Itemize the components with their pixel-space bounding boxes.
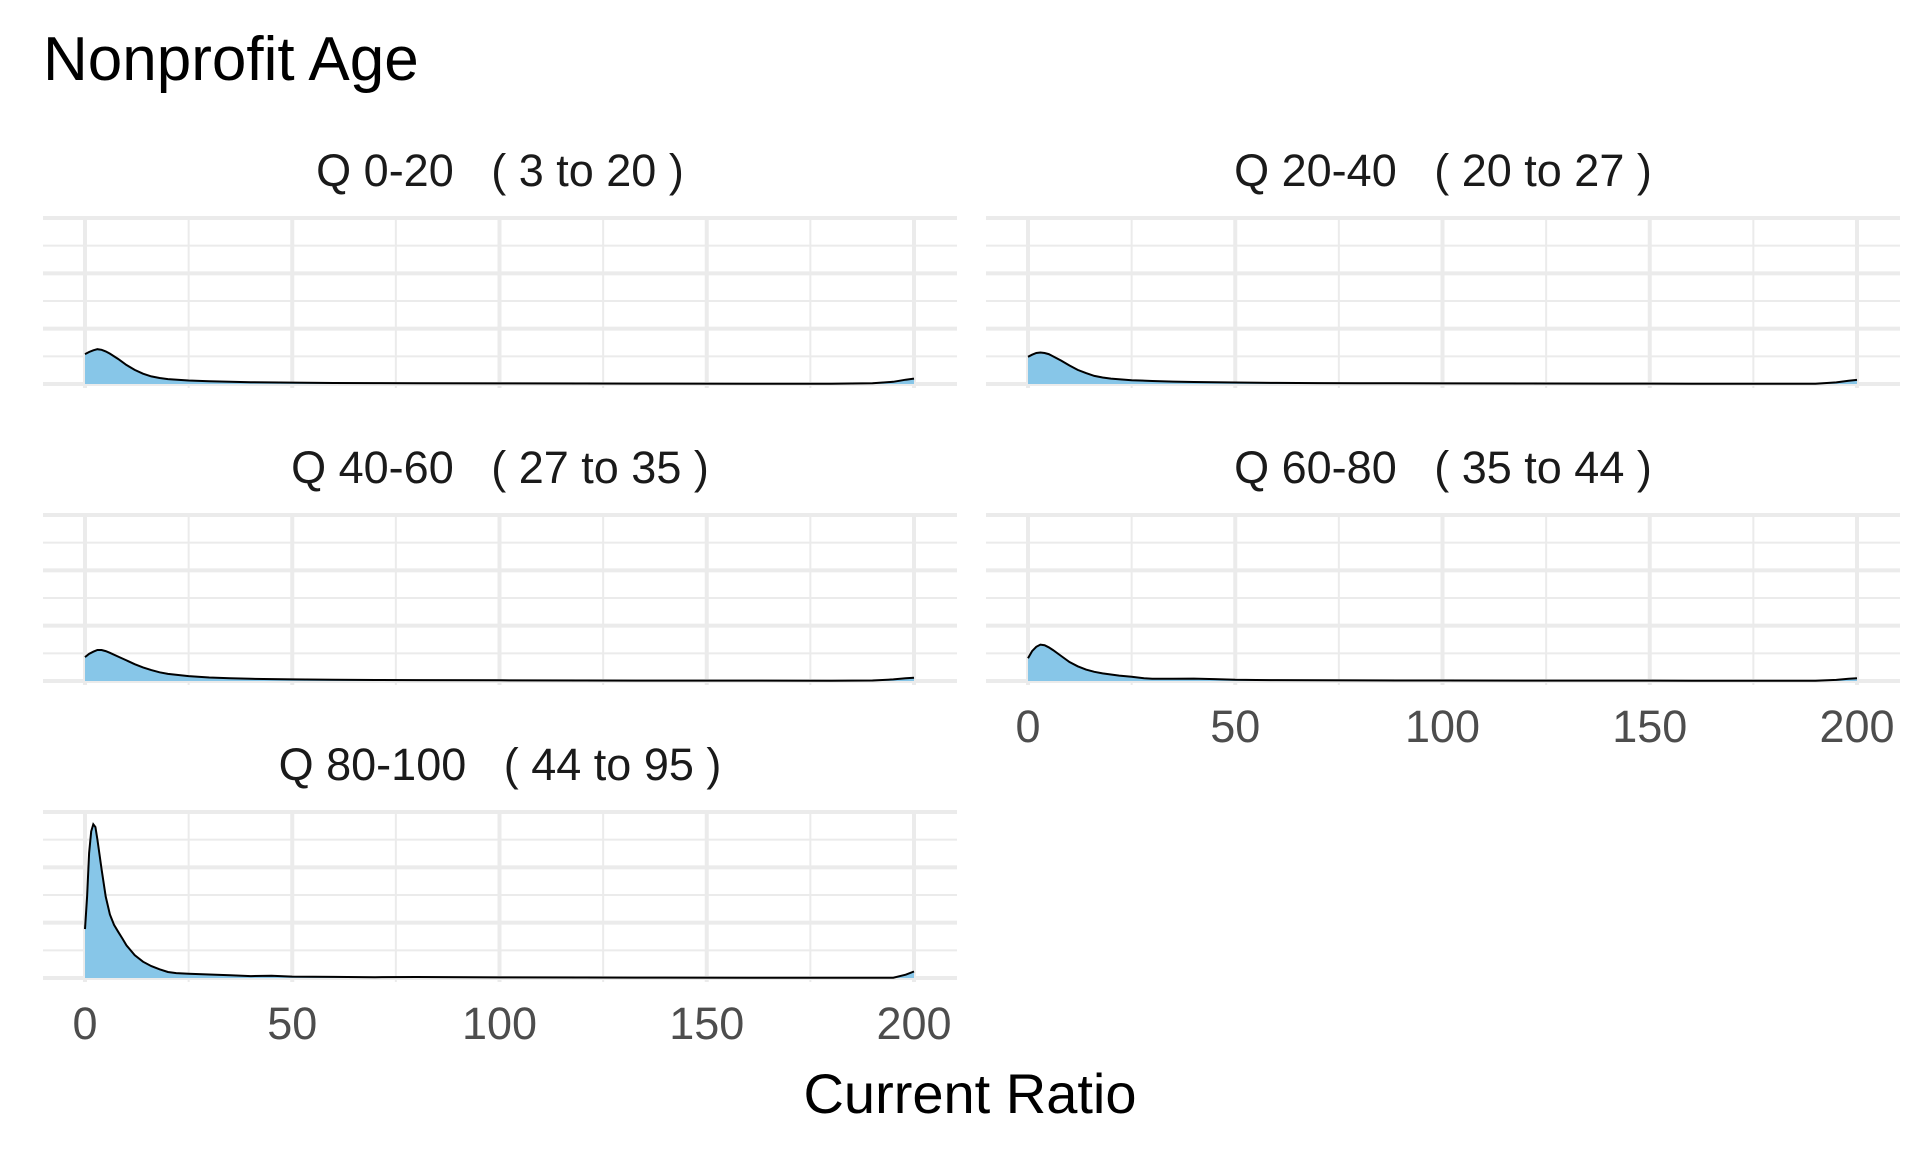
- x-tick-label: 200: [1819, 701, 1894, 752]
- density-area: [1028, 644, 1857, 681]
- facet-label: Q 0-20 ( 3 to 20 ): [316, 145, 684, 196]
- x-tick-label: 50: [1210, 701, 1260, 752]
- facet-label: Q 80-100 ( 44 to 95 ): [279, 739, 722, 790]
- facet-panels: Q 0-20 ( 3 to 20 ) Q 20-40 ( 20 to 27 ) Q …: [43, 145, 1900, 1049]
- facet-panel: Q 80-100 ( 44 to 95 ) 0 50 100 150 200: [43, 739, 957, 1049]
- density-line: [84, 649, 915, 682]
- density-line: [84, 348, 915, 385]
- density-area: [1028, 352, 1857, 384]
- x-tick-label: 50: [267, 998, 317, 1049]
- x-tick-label: 150: [1612, 701, 1687, 752]
- density-line: [1027, 351, 1858, 385]
- facet-label: Q 40-60 ( 27 to 35 ): [291, 442, 709, 493]
- density-area: [85, 650, 914, 681]
- x-tick-label: 0: [72, 998, 97, 1049]
- x-axis-title: Current Ratio: [803, 1062, 1136, 1125]
- facet-label: Q 20-40 ( 20 to 27 ): [1234, 145, 1652, 196]
- x-tick-label: 0: [1015, 701, 1040, 752]
- facet-label: Q 60-80 ( 35 to 44 ): [1234, 442, 1652, 493]
- facet-panel: Q 60-80 ( 35 to 44 ) 0 50 100 150 200: [986, 442, 1900, 752]
- facet-panel: Q 0-20 ( 3 to 20 ): [43, 145, 957, 388]
- x-tick-label: 200: [876, 998, 951, 1049]
- chart-title: Nonprofit Age: [43, 25, 419, 94]
- facet-panel: Q 20-40 ( 20 to 27 ): [986, 145, 1900, 388]
- density-area: [85, 349, 914, 384]
- density-line: [84, 822, 915, 979]
- x-tick-label: 100: [462, 998, 537, 1049]
- x-tick-label: 100: [1405, 701, 1480, 752]
- x-tick-label: 150: [669, 998, 744, 1049]
- density-line: [1027, 643, 1858, 682]
- facet-panel: Q 40-60 ( 27 to 35 ): [43, 442, 957, 685]
